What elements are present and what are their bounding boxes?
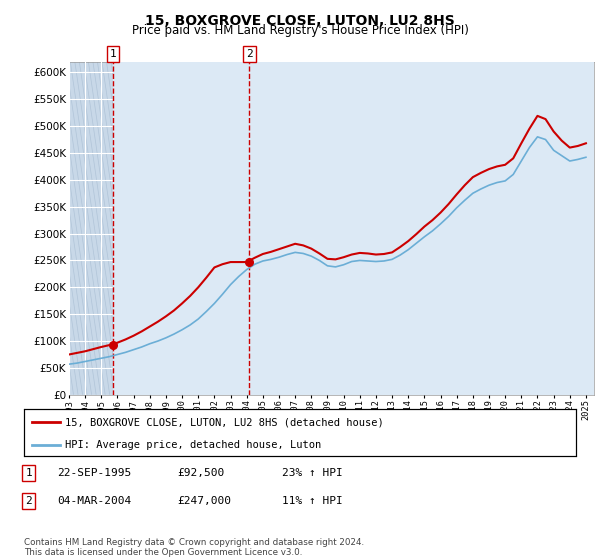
Text: £247,000: £247,000 <box>177 496 231 506</box>
Text: 15, BOXGROVE CLOSE, LUTON, LU2 8HS: 15, BOXGROVE CLOSE, LUTON, LU2 8HS <box>145 14 455 28</box>
Text: 1: 1 <box>110 49 116 59</box>
Bar <box>113 62 594 395</box>
Text: HPI: Average price, detached house, Luton: HPI: Average price, detached house, Luto… <box>65 440 322 450</box>
Text: Price paid vs. HM Land Registry's House Price Index (HPI): Price paid vs. HM Land Registry's House … <box>131 24 469 37</box>
Text: 22-SEP-1995: 22-SEP-1995 <box>57 468 131 478</box>
Text: 2: 2 <box>25 496 32 506</box>
Text: 23% ↑ HPI: 23% ↑ HPI <box>282 468 343 478</box>
Text: 11% ↑ HPI: 11% ↑ HPI <box>282 496 343 506</box>
Text: 2: 2 <box>246 49 253 59</box>
Text: 1: 1 <box>25 468 32 478</box>
Text: 04-MAR-2004: 04-MAR-2004 <box>57 496 131 506</box>
Text: £92,500: £92,500 <box>177 468 224 478</box>
Text: Contains HM Land Registry data © Crown copyright and database right 2024.
This d: Contains HM Land Registry data © Crown c… <box>24 538 364 557</box>
Text: 15, BOXGROVE CLOSE, LUTON, LU2 8HS (detached house): 15, BOXGROVE CLOSE, LUTON, LU2 8HS (deta… <box>65 417 384 427</box>
Bar <box>69 62 113 395</box>
